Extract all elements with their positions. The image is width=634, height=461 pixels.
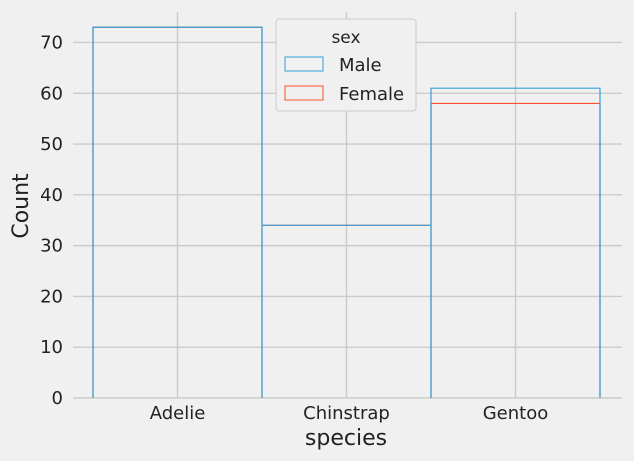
legend-title: sex: [331, 28, 360, 48]
y-tick-label: 30: [40, 236, 63, 257]
x-tick-label: Adelie: [150, 403, 206, 424]
series-male: [92, 26, 601, 398]
y-tick-label: 50: [40, 134, 63, 155]
y-tick-label: 0: [52, 388, 63, 409]
series-outline-male: [92, 26, 601, 398]
legend-swatch-male: [284, 56, 324, 72]
tick-labels: 0 10 20 30 40 50 60 70 Adelie Chinstrap Gentoo: [40, 32, 548, 424]
plot-area: [92, 26, 601, 398]
y-axis-label: Count: [9, 173, 34, 239]
legend: sex Male Female: [275, 18, 417, 112]
grid: [73, 12, 622, 399]
x-axis-label: species: [305, 426, 387, 451]
legend-frame: [275, 18, 417, 112]
legend-swatch-female: [284, 85, 324, 101]
y-tick-label: 40: [40, 185, 63, 206]
legend-label-male: Male: [339, 55, 382, 76]
y-tick-label: 10: [40, 337, 63, 358]
y-tick-label: 60: [40, 83, 63, 104]
y-tick-label: 20: [40, 286, 63, 307]
x-tick-label: Chinstrap: [303, 403, 390, 424]
x-tick-label: Gentoo: [483, 403, 549, 424]
y-tick-label: 70: [40, 32, 63, 53]
legend-label-female: Female: [339, 84, 404, 105]
